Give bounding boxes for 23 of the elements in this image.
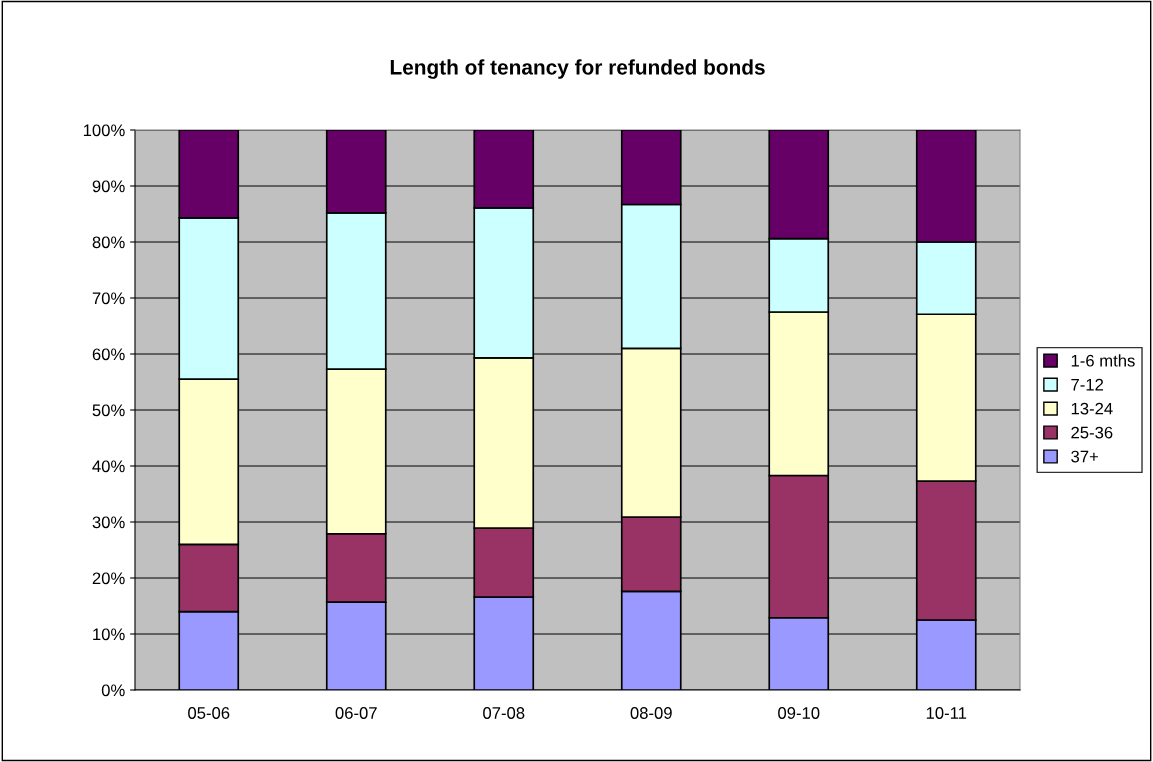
y-tick-label: 100%	[83, 124, 125, 137]
legend-label: 37+	[1071, 450, 1098, 463]
x-tick-label: 06-07	[335, 707, 377, 719]
y-tick-label: 70%	[92, 292, 125, 305]
chart-title: Length of tenancy for refunded bonds	[390, 59, 765, 79]
x-tick-label: 09-10	[778, 707, 820, 719]
y-tick-label: 10%	[93, 628, 125, 641]
legend-label: 7-12	[1071, 378, 1104, 391]
y-tick-label: 50%	[92, 404, 125, 417]
legend-label: 1-6 mths	[1071, 354, 1135, 367]
y-tick-label: 90%	[92, 180, 125, 193]
x-tick-label: 10-11	[926, 707, 967, 719]
x-tick-label: 05-06	[188, 707, 230, 719]
y-tick-label: 40%	[92, 460, 125, 473]
x-tick-label: 08-09	[630, 707, 672, 719]
legend-label: 13-24	[1071, 402, 1113, 415]
y-tick-label: 0%	[101, 684, 125, 697]
x-tick-label: 07-08	[483, 707, 525, 719]
legend-label: 25-36	[1071, 426, 1113, 439]
y-tick-label: 30%	[92, 516, 125, 529]
y-tick-label: 20%	[92, 572, 125, 585]
y-tick-label: 60%	[92, 348, 125, 361]
y-tick-label: 80%	[92, 236, 125, 249]
